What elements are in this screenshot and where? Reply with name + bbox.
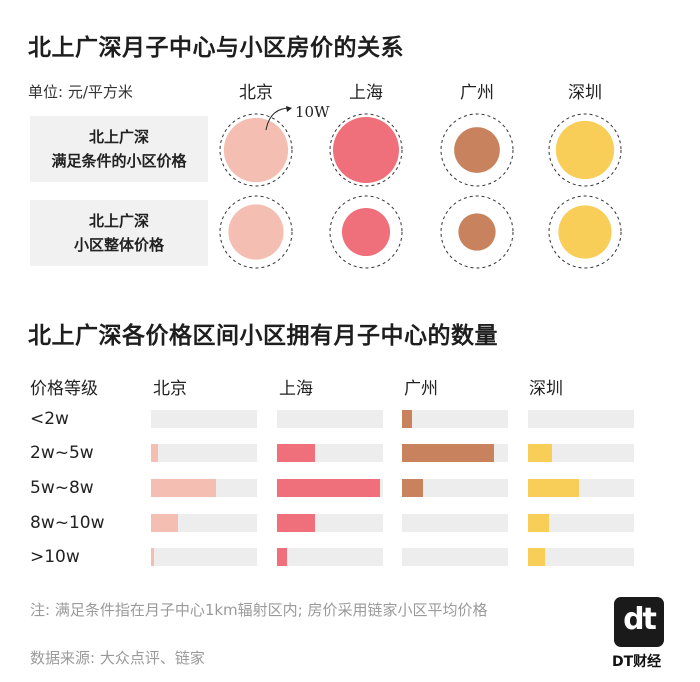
bar-track-1-1 bbox=[277, 444, 383, 462]
row-label-overall: 北上广深 小区整体价格 bbox=[30, 200, 208, 266]
bar-track-4-3 bbox=[528, 548, 634, 566]
bar-chart: <2w 2w~5w 5w~8w 8w~10w >10w bbox=[0, 400, 700, 580]
city-header-shanghai: 上海 bbox=[349, 83, 383, 103]
bubble-chart bbox=[219, 106, 622, 269]
source-note: 数据来源: 大众点评、链家 bbox=[30, 649, 205, 667]
row-label-overall-line1: 北上广深 bbox=[88, 212, 149, 230]
bar-col-header-shenzhen: 深圳 bbox=[529, 379, 563, 399]
bubble-1-3 bbox=[558, 205, 612, 259]
city-header-shenzhen: 深圳 bbox=[568, 83, 602, 103]
grade-label-3: 8w~10w bbox=[30, 513, 105, 533]
reference-ring-0-3 bbox=[548, 113, 622, 187]
grade-label-2: 5w~8w bbox=[30, 478, 94, 498]
bar-track-3-0 bbox=[151, 514, 257, 532]
bar-track-1-0 bbox=[151, 444, 257, 462]
bar-3-0 bbox=[151, 514, 179, 532]
bar-col-header-shanghai: 上海 bbox=[279, 379, 313, 399]
bar-2-1 bbox=[277, 479, 380, 497]
reference-ring-0-0 bbox=[219, 113, 293, 187]
bar-4-0 bbox=[151, 548, 155, 566]
chart-title-2: 北上广深各价格区间小区拥有月子中心的数量 bbox=[28, 323, 498, 349]
bar-track-4-1 bbox=[277, 548, 383, 566]
reference-ring-1-3 bbox=[548, 195, 622, 269]
bar-0-2 bbox=[402, 410, 413, 428]
grade-label-1: 2w~5w bbox=[30, 443, 94, 463]
dt-logo-mark: dt bbox=[614, 597, 664, 647]
bar-2-2 bbox=[402, 479, 423, 497]
bar-track-1-2 bbox=[402, 444, 508, 462]
scale-label: 10W bbox=[295, 103, 330, 121]
city-header-guangzhou: 广州 bbox=[460, 83, 494, 103]
bar-1-2 bbox=[402, 444, 495, 462]
bar-track-2-1 bbox=[277, 479, 383, 497]
bar-3-1 bbox=[277, 514, 315, 532]
grade-label-0: <2w bbox=[30, 409, 69, 429]
bar-track-3-2 bbox=[402, 514, 508, 532]
bar-track-0-2 bbox=[402, 410, 508, 428]
bar-2-3 bbox=[528, 479, 580, 497]
dt-logo: dt bbox=[614, 597, 664, 647]
bubble-0-1 bbox=[333, 117, 399, 183]
city-header-beijing: 北京 bbox=[239, 83, 273, 103]
bar-2-0 bbox=[151, 479, 216, 497]
bar-track-3-1 bbox=[277, 514, 383, 532]
reference-ring-0-1 bbox=[329, 113, 403, 187]
bar-track-2-0 bbox=[151, 479, 257, 497]
bar-4-1 bbox=[277, 548, 288, 566]
row-label-qualified-line2: 满足条件的小区价格 bbox=[51, 152, 187, 170]
bar-track-1-3 bbox=[528, 444, 634, 462]
row-label-qualified: 北上广深 满足条件的小区价格 bbox=[30, 116, 208, 182]
bubble-1-2 bbox=[458, 213, 496, 251]
bubble-0-2 bbox=[454, 127, 500, 173]
bubble-1-0 bbox=[228, 204, 284, 260]
bar-col-header-beijing: 北京 bbox=[153, 379, 187, 399]
bar-track-0-1 bbox=[277, 410, 383, 428]
reference-ring-1-1 bbox=[329, 195, 403, 269]
grade-header: 价格等级 bbox=[30, 379, 98, 399]
bar-track-0-0 bbox=[151, 410, 257, 428]
bar-3-3 bbox=[528, 514, 549, 532]
dt-logo-text: DT财经 bbox=[612, 654, 662, 670]
grade-label-4: >10w bbox=[30, 547, 80, 567]
bar-track-3-3 bbox=[528, 514, 634, 532]
bar-track-4-2 bbox=[402, 548, 508, 566]
bar-track-4-0 bbox=[151, 548, 257, 566]
unit-label: 单位: 元/平方米 bbox=[28, 83, 133, 101]
bubble-0-3 bbox=[555, 120, 615, 180]
bar-1-1 bbox=[277, 444, 315, 462]
row-label-qualified-line1: 北上广深 bbox=[88, 128, 149, 146]
footnote: 注: 满足条件指在月子中心1km辐射区内; 房价采用链家小区平均价格 bbox=[30, 601, 488, 619]
reference-ring-0-2 bbox=[440, 113, 514, 187]
chart-title-1: 北上广深月子中心与小区房价的关系 bbox=[28, 35, 404, 61]
bar-4-3 bbox=[528, 548, 546, 566]
bubble-1-1 bbox=[341, 207, 391, 257]
bar-1-0 bbox=[151, 444, 158, 462]
reference-ring-1-2 bbox=[440, 195, 514, 269]
bar-track-2-3 bbox=[528, 479, 634, 497]
bar-1-3 bbox=[528, 444, 552, 462]
bubble-0-0 bbox=[223, 117, 289, 183]
bar-track-2-2 bbox=[402, 479, 508, 497]
bar-col-header-guangzhou: 广州 bbox=[404, 379, 438, 399]
row-label-overall-line2: 小区整体价格 bbox=[73, 236, 164, 254]
reference-ring-1-0 bbox=[219, 195, 293, 269]
scale-annotation bbox=[265, 106, 292, 131]
bar-track-0-3 bbox=[528, 410, 634, 428]
